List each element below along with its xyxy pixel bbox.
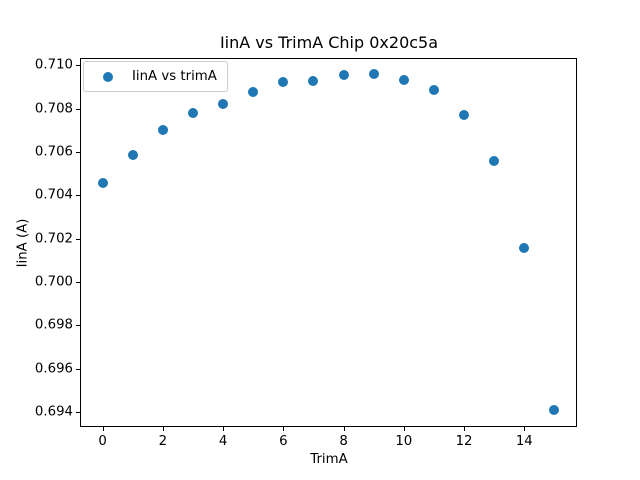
plot-area — [80, 58, 577, 427]
data-point — [157, 125, 168, 136]
scatter-marker-icon — [103, 71, 113, 82]
data-point — [187, 107, 198, 118]
y-tick-label: 0.698 — [34, 317, 73, 333]
x-tick-mark — [102, 427, 104, 431]
x-tick-label: 4 — [218, 434, 228, 449]
y-tick-label: 0.696 — [34, 361, 73, 377]
x-tick-label: 10 — [395, 434, 413, 449]
x-axis-label: TrimA — [310, 452, 348, 467]
y-tick-label: 0.710 — [34, 57, 73, 73]
x-tick-mark — [223, 427, 225, 431]
x-tick-mark — [343, 427, 345, 431]
legend: IinA vs trimA — [83, 61, 228, 92]
y-tick-mark — [76, 108, 80, 110]
data-point — [428, 84, 439, 95]
data-point — [97, 178, 108, 189]
chart-title: IinA vs TrimA Chip 0x20c5a — [219, 33, 439, 52]
data-point — [459, 110, 470, 121]
x-tick-label: 0 — [98, 434, 107, 449]
x-tick-mark — [162, 427, 164, 431]
x-tick-mark — [464, 427, 466, 431]
y-tick-mark — [76, 195, 80, 197]
y-tick-mark — [76, 238, 80, 240]
y-tick-label: 0.706 — [34, 144, 73, 160]
y-tick-mark — [76, 368, 80, 370]
data-point — [549, 404, 560, 415]
y-tick-label: 0.694 — [34, 404, 73, 420]
y-tick-label: 0.704 — [34, 187, 73, 203]
legend-label: IinA vs trimA — [132, 69, 217, 84]
y-tick-label: 0.708 — [34, 101, 73, 117]
x-tick-label: 12 — [455, 434, 473, 449]
data-point — [278, 77, 289, 88]
y-tick-mark — [76, 65, 80, 67]
x-tick-label: 2 — [158, 434, 168, 449]
data-point — [368, 69, 379, 80]
y-tick-mark — [76, 412, 80, 414]
data-point — [248, 87, 259, 98]
x-tick-label: 14 — [515, 434, 533, 449]
data-point — [218, 99, 229, 110]
x-tick-mark — [283, 427, 285, 431]
data-point — [489, 156, 500, 167]
y-tick-mark — [76, 282, 80, 284]
data-point — [127, 149, 138, 160]
y-tick-mark — [76, 152, 80, 154]
y-tick-mark — [76, 325, 80, 327]
x-tick-mark — [403, 427, 405, 431]
data-point — [398, 75, 409, 86]
y-tick-label: 0.700 — [34, 274, 73, 290]
x-tick-label: 8 — [339, 434, 348, 449]
y-tick-label: 0.702 — [34, 231, 73, 247]
x-tick-label: 6 — [279, 434, 288, 449]
data-point — [338, 69, 349, 80]
data-point — [519, 243, 530, 254]
x-tick-mark — [524, 427, 526, 431]
data-point — [308, 76, 319, 87]
y-axis-label: IinA (A) — [15, 218, 31, 268]
